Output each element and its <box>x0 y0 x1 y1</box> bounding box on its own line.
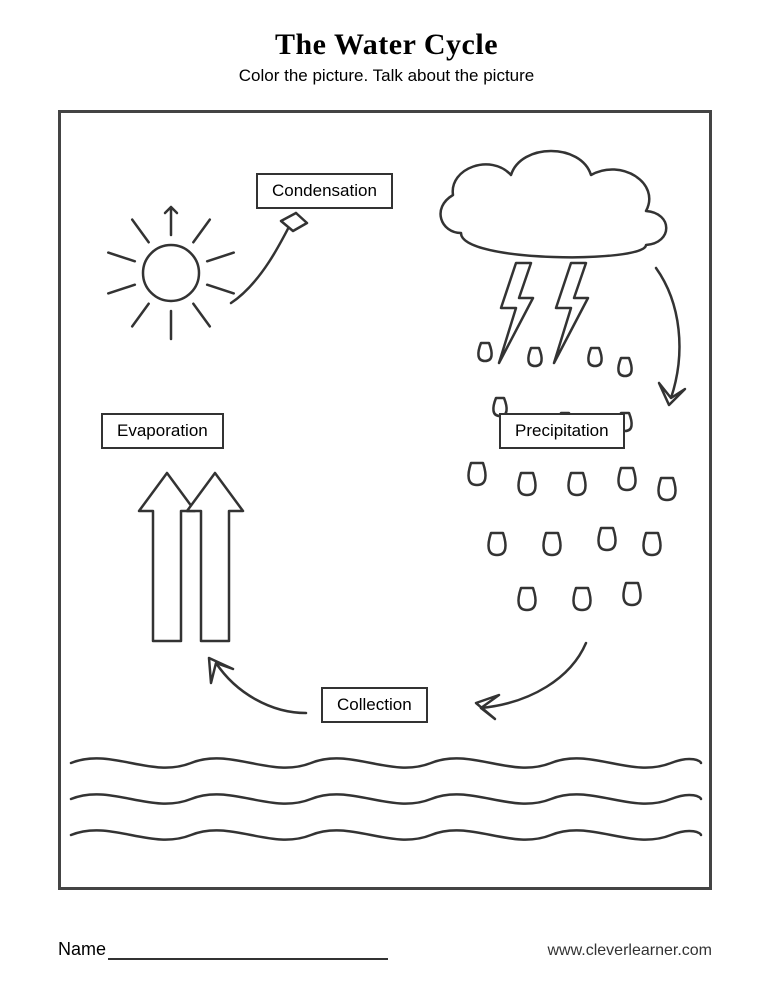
stage-collection: Collection <box>321 687 428 723</box>
site-url: www.cleverlearner.com <box>548 942 713 960</box>
raindrops <box>469 343 676 610</box>
arrow-cloud-to-precip <box>656 268 685 405</box>
evaporation-arrows <box>139 473 243 641</box>
sun-icon <box>108 207 234 339</box>
stage-label: Evaporation <box>117 421 208 440</box>
arrow-precip-to-collection <box>476 643 586 719</box>
name-label: Name <box>58 939 106 959</box>
stage-label: Condensation <box>272 181 377 200</box>
stage-evaporation: Evaporation <box>101 413 224 449</box>
arrow-collection-to-evap <box>209 658 306 713</box>
name-field: Name <box>58 939 388 960</box>
lightning-icon <box>499 263 588 363</box>
worksheet-footer: Name www.cleverlearner.com <box>58 939 712 960</box>
water-cycle-diagram <box>61 113 709 887</box>
stage-condensation: Condensation <box>256 173 393 209</box>
stage-precipitation: Precipitation <box>499 413 625 449</box>
page-subtitle: Color the picture. Talk about the pictur… <box>0 66 773 86</box>
name-blank-line[interactable] <box>108 958 388 960</box>
diagram-frame: Condensation Precipitation Collection Ev… <box>58 110 712 890</box>
worksheet-page: The Water Cycle Color the picture. Talk … <box>0 0 773 1000</box>
water-waves <box>71 758 701 839</box>
arrow-evap-to-condensation <box>231 213 307 303</box>
stage-label: Collection <box>337 695 412 714</box>
cloud-icon <box>441 151 667 257</box>
page-title: The Water Cycle <box>0 0 773 62</box>
stage-label: Precipitation <box>515 421 609 440</box>
